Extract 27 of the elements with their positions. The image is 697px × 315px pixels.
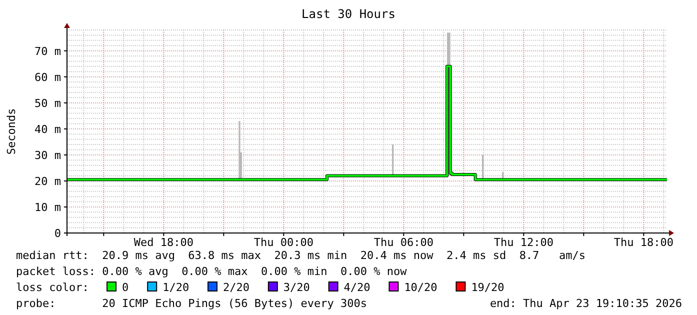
legend-label: 4/20 <box>344 281 370 294</box>
y-tick-label: 40 m <box>34 122 62 136</box>
legend-label: 1/20 <box>162 281 190 294</box>
y-tick-label: 0 <box>54 227 61 240</box>
legend-label: 3/20 <box>283 281 310 294</box>
y-tick-label: 50 m <box>34 96 62 110</box>
x-tick-label: Thu 06:00 <box>374 236 434 249</box>
legend-label: 10/20 <box>404 281 438 294</box>
y-tick-label: 70 m <box>34 44 62 58</box>
text: probe: 20 ICMP Echo Pings (56 Bytes) every 300s <box>16 297 367 310</box>
legend-title: loss color: <box>16 281 89 294</box>
x-tick-label: Thu 12:00 <box>494 236 554 249</box>
chart-title: Last 30 Hours <box>302 7 396 21</box>
y-tick-label: 30 m <box>34 148 62 162</box>
y-axis-title: Seconds <box>5 108 18 155</box>
text: packet loss: 0.00 % avg 0.00 % max 0.00 % min 0.00 % now <box>16 265 408 278</box>
x-tick-label: Thu 00:00 <box>254 236 314 249</box>
legend-label: 0 <box>122 281 129 294</box>
x-tick-label: Thu 18:00 <box>614 236 674 249</box>
text: end: Thu Apr 23 19:10:35 2026 <box>490 297 682 310</box>
x-tick-label: Wed 18:00 <box>134 236 194 249</box>
y-tick-label: 20 m <box>34 174 62 188</box>
y-tick-label: 60 m <box>34 70 62 84</box>
y-tick-label: 10 m <box>34 200 62 214</box>
text: median rtt: 20.9 ms avg 63.8 ms max 20.3 ms min 20.4 ms now 2.4 ms sd 8.7 am/s <box>16 249 586 262</box>
legend-label: 2/20 <box>223 281 250 294</box>
legend-label: 19/20 <box>471 281 504 294</box>
